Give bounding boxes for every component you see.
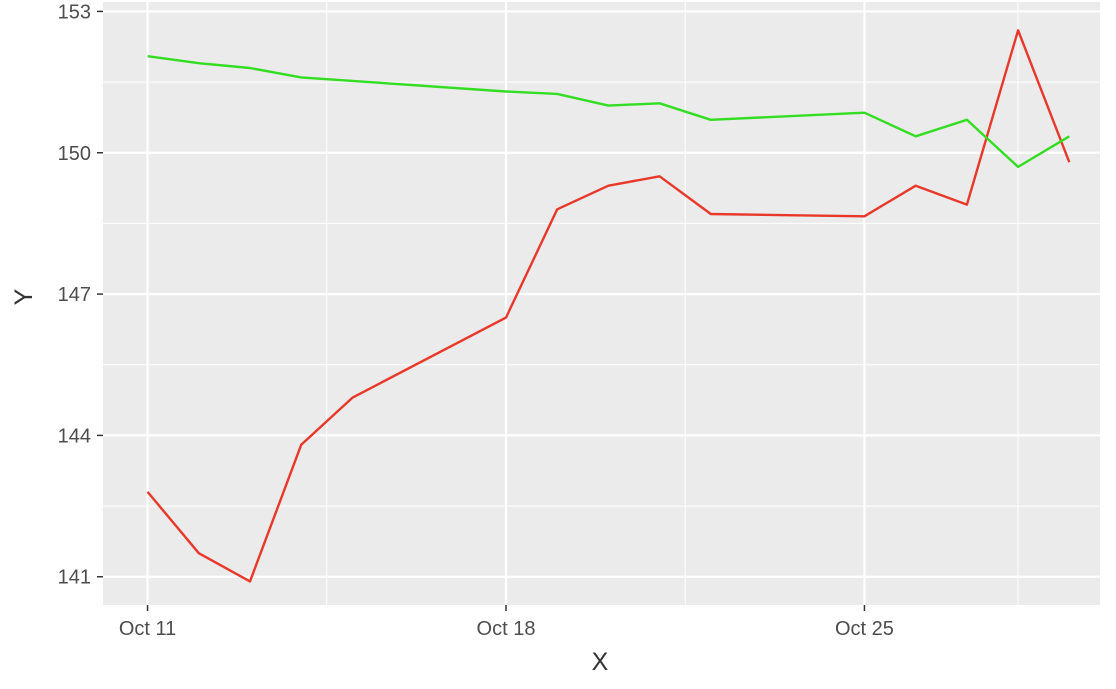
x-tick-label: Oct 18 [477,618,536,640]
major-gridlines [103,2,1100,605]
y-tick-label: 153 [58,1,91,23]
tick-labels: 141 144 147 150 153 Oct 11 Oct 18 Oct 25 [58,1,894,640]
y-tick-label: 141 [58,567,91,589]
x-axis-title: X [592,648,609,676]
series-layer [146,29,1071,583]
minor-gridlines [103,2,1100,605]
y-tick-label: 144 [58,425,91,447]
axis-ticks [97,10,866,611]
series-line-1 [146,29,1071,583]
y-tick-label: 147 [58,284,91,306]
y-axis-title: Y [10,288,38,305]
y-tick-label: 150 [58,143,91,165]
x-tick-label: Oct 11 [119,618,176,640]
x-tick-label: Oct 25 [835,618,894,640]
plot-panel [103,2,1100,605]
series-line-2 [147,55,1070,169]
